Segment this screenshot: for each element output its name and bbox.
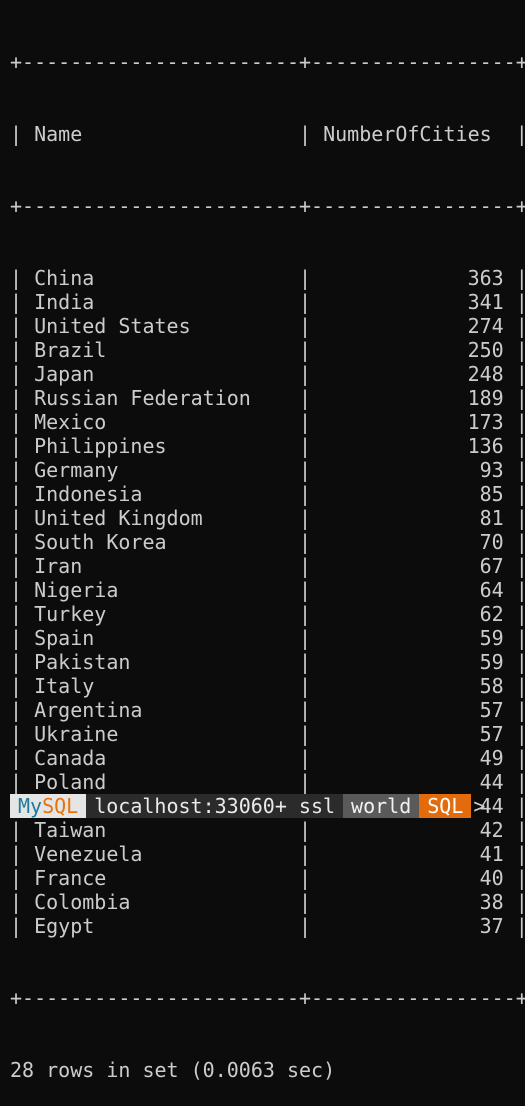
cell-number-of-cities: 341 [323, 290, 504, 314]
cell-country-name: Iran [34, 554, 287, 578]
cell-country-name: India [34, 290, 287, 314]
mysql-badge: MySQL [10, 794, 87, 818]
cell-number-of-cities: 57 [323, 698, 504, 722]
cell-number-of-cities: 274 [323, 314, 504, 338]
cell-country-name: Japan [34, 362, 287, 386]
cell-country-name: Indonesia [34, 482, 287, 506]
table-row: | Philippines | 136 | [10, 434, 525, 458]
shell-prompt: MySQL localhost:33060+ ssl world SQL > [10, 794, 485, 818]
table-row: | Brazil | 250 | [10, 338, 525, 362]
table-row: | Indonesia | 85 | [10, 482, 525, 506]
cell-number-of-cities: 248 [323, 362, 504, 386]
table-row: | France | 40 | [10, 866, 525, 890]
current-schema: world [343, 794, 420, 818]
cell-country-name: Italy [34, 674, 287, 698]
cell-country-name: China [34, 266, 287, 290]
table-row: | United States | 274 | [10, 314, 525, 338]
cell-country-name: United States [34, 314, 287, 338]
cell-number-of-cities: 64 [323, 578, 504, 602]
mysql-badge-sql: SQL [42, 794, 79, 818]
table-row: | Germany | 93 | [10, 458, 525, 482]
cell-number-of-cities: 59 [323, 626, 504, 650]
cell-number-of-cities: 93 [323, 458, 504, 482]
cell-number-of-cities: 62 [323, 602, 504, 626]
cell-number-of-cities: 173 [323, 410, 504, 434]
table-row: | Egypt | 37 | [10, 914, 525, 938]
cell-country-name: South Korea [34, 530, 287, 554]
shell-mode: SQL [419, 794, 472, 818]
column-header-name: Name [34, 122, 287, 146]
cell-country-name: Turkey [34, 602, 287, 626]
mysql-badge-my: My [18, 794, 43, 818]
connection-host: localhost:33060+ ssl [86, 794, 344, 818]
table-row: | South Korea | 70 | [10, 530, 525, 554]
table-row: | Argentina | 57 | [10, 698, 525, 722]
cell-number-of-cities: 189 [323, 386, 504, 410]
cell-country-name: Venezuela [34, 842, 287, 866]
table-row: | Mexico | 173 | [10, 410, 525, 434]
column-header-number-of-cities: NumberOfCities [323, 122, 504, 146]
cell-country-name: Nigeria [34, 578, 287, 602]
cell-country-name: Taiwan [34, 818, 287, 842]
cell-number-of-cities: 40 [323, 866, 504, 890]
table-header-border: +-----------------------+---------------… [10, 194, 525, 218]
table-body: | China | 363 | | India | 341 | | United S… [10, 266, 525, 938]
cell-country-name: United Kingdom [34, 506, 287, 530]
cell-number-of-cities: 67 [323, 554, 504, 578]
table-row: | Italy | 58 | [10, 674, 525, 698]
cell-country-name: Colombia [34, 890, 287, 914]
terminal-output: +-----------------------+---------------… [10, 2, 525, 1106]
cell-country-name: Philippines [34, 434, 287, 458]
table-row: | Venezuela | 41 | [10, 842, 525, 866]
table-row: | Poland | 44 | [10, 770, 525, 794]
cell-number-of-cities: 59 [323, 650, 504, 674]
cell-number-of-cities: 44 [323, 770, 504, 794]
cell-country-name: Canada [34, 746, 287, 770]
table-bottom-border: +-----------------------+---------------… [10, 986, 525, 1010]
cell-number-of-cities: 136 [323, 434, 504, 458]
table-row: | Turkey | 62 | [10, 602, 525, 626]
cell-number-of-cities: 37 [323, 914, 504, 938]
cell-number-of-cities: 250 [323, 338, 504, 362]
cell-number-of-cities: 58 [323, 674, 504, 698]
cell-country-name: Germany [34, 458, 287, 482]
cell-number-of-cities: 57 [323, 722, 504, 746]
table-row: | Taiwan | 42 | [10, 818, 525, 842]
table-row: | Ukraine | 57 | [10, 722, 525, 746]
table-row: | India | 341 | [10, 290, 525, 314]
cell-country-name: Ukraine [34, 722, 287, 746]
cell-number-of-cities: 38 [323, 890, 504, 914]
cell-number-of-cities: 85 [323, 482, 504, 506]
table-row: | Iran | 67 | [10, 554, 525, 578]
cell-country-name: Mexico [34, 410, 287, 434]
table-row: | United Kingdom | 81 | [10, 506, 525, 530]
cell-number-of-cities: 44 [479, 794, 504, 818]
cell-number-of-cities: 81 [323, 506, 504, 530]
cell-country-name: Pakistan [34, 650, 287, 674]
table-row: | Nigeria | 64 | [10, 578, 525, 602]
table-row: | Colombia | 38 | [10, 890, 525, 914]
table-row: | Russian Federation | 189 | [10, 386, 525, 410]
table-row: | Canada | 49 | [10, 746, 525, 770]
cell-country-name: Russian Federation [34, 386, 287, 410]
cell-country-name: France [34, 866, 287, 890]
cell-number-of-cities: 363 [323, 266, 504, 290]
table-row: | Pakistan | 59 | [10, 650, 525, 674]
cell-country-name: Poland [34, 770, 287, 794]
table-row: | China | 363 | [10, 266, 525, 290]
cell-country-name: Egypt [34, 914, 287, 938]
cell-country-name: Argentina [34, 698, 287, 722]
cell-number-of-cities: 70 [323, 530, 504, 554]
result-summary: 28 rows in set (0.0063 sec) [10, 1058, 336, 1082]
table-header-row: | Name | NumberOfCities | [10, 122, 525, 146]
cell-number-of-cities: 42 [323, 818, 504, 842]
prompt-caret[interactable]: > [473, 794, 486, 818]
cell-number-of-cities: 49 [323, 746, 504, 770]
table-row: | Spain | 59 | [10, 626, 525, 650]
cell-country-name: Spain [34, 626, 287, 650]
table-top-border: +-----------------------+---------------… [10, 50, 525, 74]
table-row: | Japan | 248 | [10, 362, 525, 386]
cell-country-name: Brazil [34, 338, 287, 362]
cell-number-of-cities: 41 [323, 842, 504, 866]
